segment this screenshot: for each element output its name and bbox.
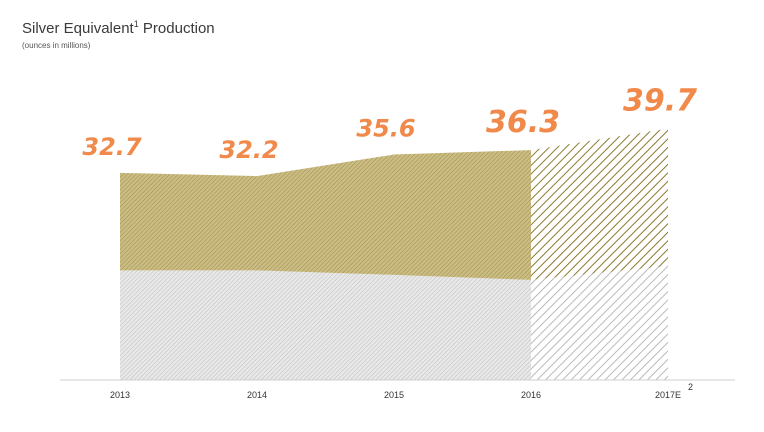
series-2-area: [120, 150, 531, 280]
value-label: 39.7: [623, 84, 697, 119]
value-label: 35.6: [356, 115, 415, 143]
x-tick-label: 2017E: [655, 390, 681, 400]
value-label: 32.7: [82, 133, 142, 161]
chart-title-suffix: Production: [138, 20, 215, 37]
title-footnote: 1: [133, 19, 139, 29]
x-tick-label: 2015: [384, 390, 404, 400]
series-1-area: [120, 270, 531, 380]
series-1-estimate-area: [531, 266, 668, 380]
x-tick-label: 2016: [521, 390, 541, 400]
x-tick-label: 2014: [247, 390, 267, 400]
value-label: 32.2: [219, 136, 278, 164]
chart-subtitle: (ounces in millions): [22, 41, 91, 50]
x-tick-footnote: 2: [688, 382, 693, 392]
chart-title-text: Silver Equivalent: [22, 20, 134, 37]
chart-title: Silver Equivalent1 Production: [22, 19, 215, 38]
value-label: 36.3: [486, 105, 560, 140]
series-2-estimate-area: [531, 128, 668, 280]
x-tick-label: 2013: [110, 390, 130, 400]
